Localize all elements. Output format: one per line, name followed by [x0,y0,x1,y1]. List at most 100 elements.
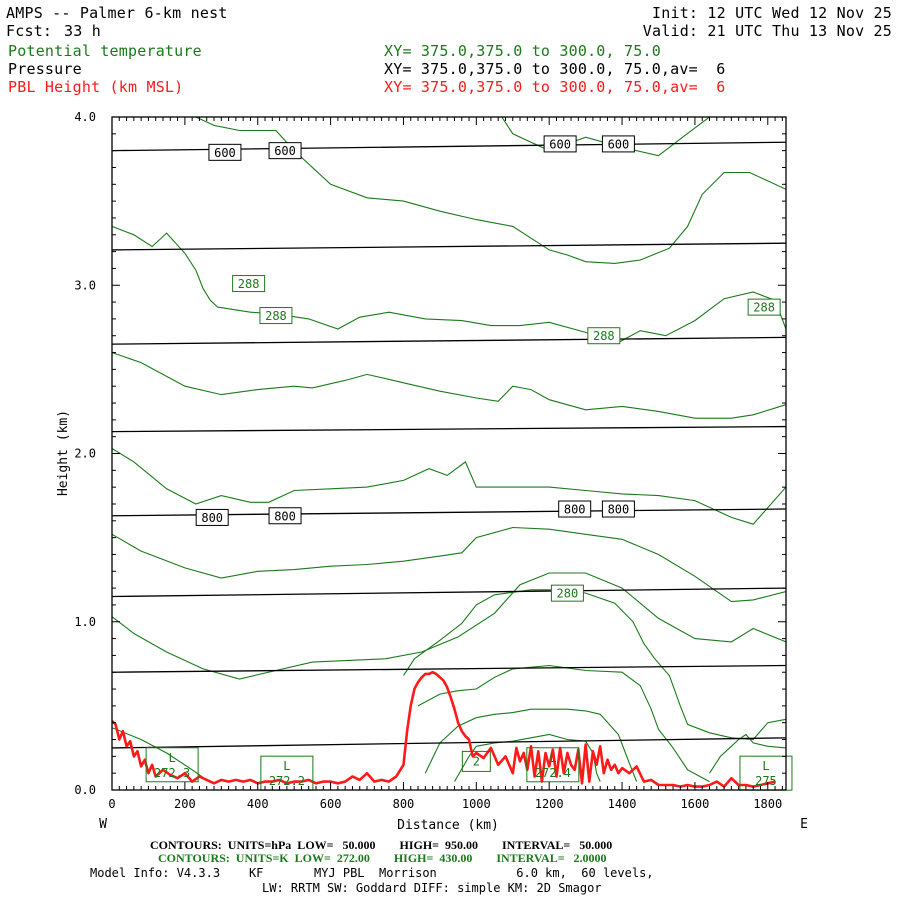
pressure-label-7: 800 [601,500,635,518]
x-tick-label: 1200 [535,797,564,811]
low-marker-4: 2 [461,750,491,772]
pressure-label-1-box [268,142,302,160]
pressure-label-2: 600 [543,135,577,153]
x-tick-label: 800 [393,797,415,811]
pressure-contours [112,141,786,749]
pressure-label-6: 800 [558,500,592,518]
pressure-label-3-text: 600 [608,137,630,151]
y-tick-label: 1.0 [74,615,96,629]
init-time: Init: 12 UTC Wed 12 Nov 25 [652,4,892,22]
pressure-contour-700 [112,336,786,345]
contour-labels: 600 600 600 600 800 800 800 800 288 288 288 288 280 L… [145,135,793,791]
theta-label-1-text: 288 [265,309,287,323]
y-tick-label: 2.0 [74,447,96,461]
fcst-label: Fcst: [6,22,53,40]
pressure-label-0-text: 600 [214,146,236,160]
valid-time: Valid: 21 UTC Thu 13 Nov 25 [642,22,892,40]
pressure-label-5-text: 800 [274,509,296,523]
theta-label-0-text: 288 [238,277,260,291]
footer-theta-contours: CONTOURS: UNITS=K LOW= 272.00 HIGH= 430.… [158,851,607,865]
low-marker-value: 272.2 [269,774,305,788]
pressure-label-0-box [208,143,242,161]
footer-pressure-contours: CONTOURS: UNITS=hPa LOW= 50.000 HIGH= 95… [150,838,613,852]
low-marker-box [145,747,199,783]
pressure-contour-850 [112,587,786,598]
theta-contour-theta-g [195,117,786,264]
theta-label-4: 280 [550,584,584,602]
field2-name: Pressure [8,60,82,78]
low-marker-value: 272.3 [154,766,190,780]
theta-contour-theta-a [112,727,208,781]
theta-contour-theta-j [417,664,710,783]
theta-contour-theta-d [112,448,786,525]
pressure-label-4-box [195,508,229,526]
footer-model-info: Model Info: V4.3.3 KF MYJ PBL Morrison 6… [90,866,654,880]
pressure-label-3: 600 [601,135,635,153]
x-tick-label: 400 [247,797,269,811]
theta-label-3-box [747,298,781,316]
low-marker-letter: L [762,759,769,773]
theta-contour-theta-280 [403,589,786,741]
theta-label-1-box [259,307,293,325]
field3-name: PBL Height (km MSL) [8,78,184,96]
low-marker-value: 2 [473,754,480,768]
theta-contour-theta-k [424,708,638,782]
theta-contour-theta-e [112,352,786,419]
theta-label-1: 288 [259,307,293,325]
theta-label-0-box [232,275,266,293]
low-marker-value: 275 [755,774,777,788]
y-tick-label: 0.0 [74,783,96,797]
pressure-label-2-box [543,135,577,153]
pressure-label-1-text: 600 [274,144,296,158]
x-tick-label: 600 [320,797,342,811]
pressure-contour-950 [112,737,786,749]
low-marker-letter: L [168,751,175,765]
pressure-label-5: 800 [268,507,302,525]
theta-contour-theta-288 [112,225,786,344]
pressure-label-4-text: 800 [201,511,223,525]
low-marker-letter: L [549,751,556,765]
pressure-contour-650 [112,242,786,251]
pressure-label-1: 600 [268,142,302,160]
pbl-series [112,670,776,788]
x-tick-label: 1800 [753,797,782,811]
field2-xy: XY= 375.0,375.0 to 300.0, 75.0,av= 6 [384,60,726,78]
pressure-contour-900 [112,664,786,673]
header-title: AMPS -- Palmer 6-km nest [6,4,228,22]
field1-name: Potential temperature [8,42,202,60]
pressure-label-6-box [558,500,592,518]
theta-contours [112,117,786,783]
x-axis-label: Distance (km) [397,818,499,833]
pressure-label-3-box [601,135,635,153]
axes: 0 200 400 600 800 1000 1200 1400 1600 1800 0.0 1.0 2… [74,110,787,811]
pbl-height-line [112,670,776,788]
theta-label-0: 288 [232,275,266,293]
low-marker-box [461,750,491,772]
field3-xy: XY= 375.0,375.0 to 300.0, 75.0,av= 6 [384,78,726,96]
pressure-label-5-box [268,507,302,525]
x-tick-label: 1000 [462,797,491,811]
pressure-label-7-box [601,500,635,518]
x-tick-label: 1600 [680,797,709,811]
field1-xy: XY= 375.0,375.0 to 300.0, 75.0 [384,42,661,60]
theta-label-2: 288 [587,327,621,345]
east-label: E [800,817,808,832]
pressure-label-2-text: 600 [549,137,571,151]
footer-physics: LW: RRTM SW: Goddard DIFF: simple KM: 2D… [262,881,602,895]
theta-contour-theta-m [709,733,786,774]
fcst-value: 33 h [64,22,101,40]
theta-label-4-text: 280 [557,587,579,601]
low-marker-value: 272.4 [535,766,571,780]
pressure-label-0: 600 [208,143,242,161]
x-tick-label: 0 [108,797,115,811]
pressure-label-4: 800 [195,508,229,526]
x-tick-label: 1400 [608,797,637,811]
y-tick-label: 3.0 [74,278,96,292]
theta-contour-theta-c [112,526,786,603]
low-marker-letter: L [283,759,290,773]
y-tick-label: 4.0 [74,110,96,124]
theta-label-3: 288 [747,298,781,316]
